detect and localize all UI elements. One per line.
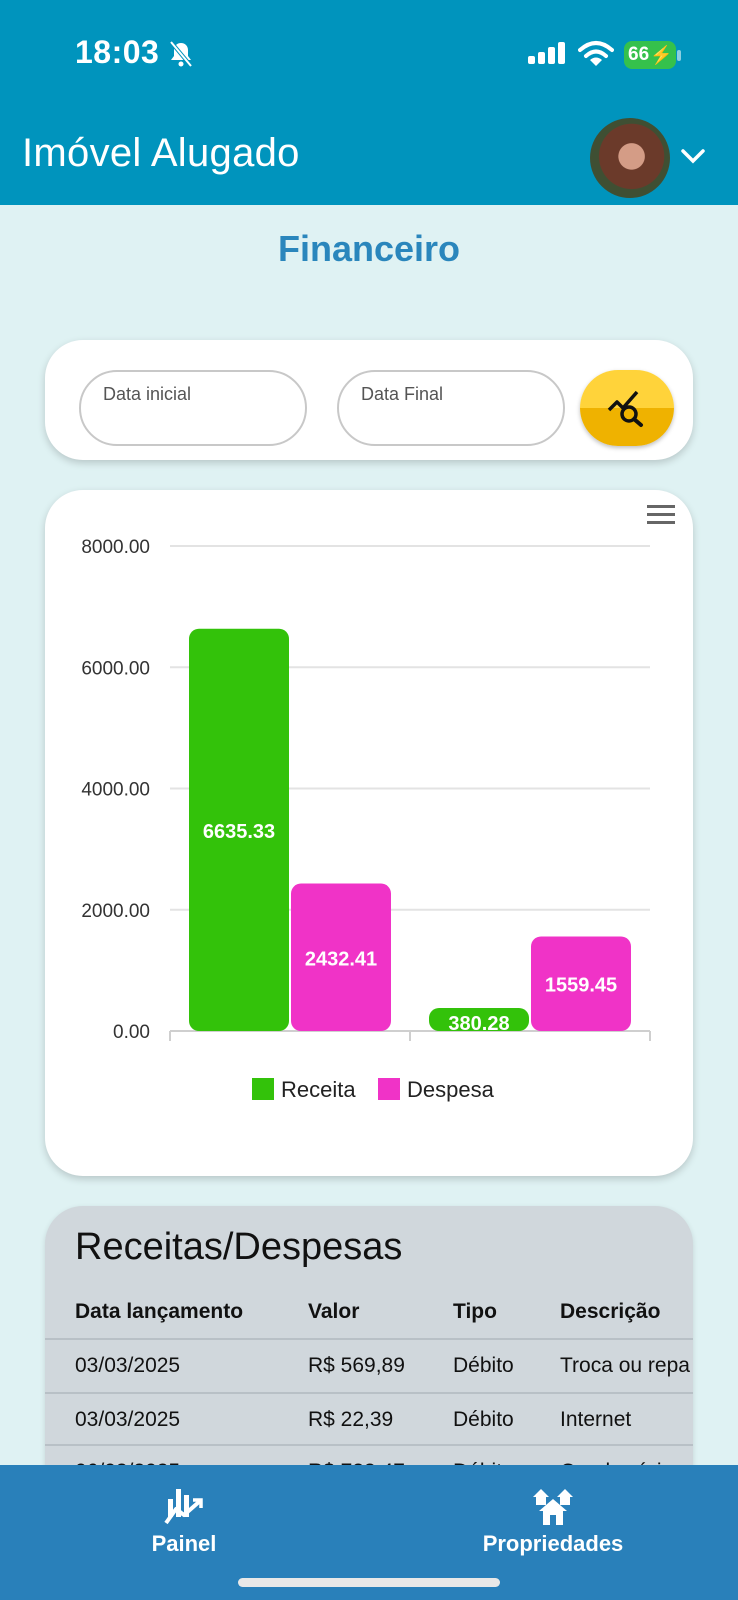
- status-time: 18:03: [75, 34, 160, 70]
- bar-chart: 0.00 2000.00 4000.00 6000.00 8000.00 6635.33 2…: [81, 537, 651, 1102]
- chart-card: 0.00 2000.00 4000.00 6000.00 8000.00 6635.33 2…: [45, 490, 693, 1176]
- end-date-label: Data Final: [361, 384, 444, 404]
- signal-icon: [528, 42, 565, 64]
- row-divider: [45, 1338, 693, 1340]
- bar-despesa: [531, 936, 631, 1031]
- table-cell: Internet: [560, 1408, 632, 1431]
- column-header[interactable]: Data lançamento: [75, 1300, 244, 1323]
- table-cell: Débito: [453, 1354, 514, 1377]
- bar-receita: [429, 1007, 529, 1031]
- avatar[interactable]: [590, 118, 670, 198]
- table-cell: R$ 569,89: [308, 1354, 405, 1377]
- table-cell: Troca ou repa: [560, 1354, 690, 1377]
- start-date-label: Data inicial: [103, 384, 192, 404]
- bar-receita: [189, 628, 289, 1031]
- legend-swatch-despesa: [378, 1078, 400, 1100]
- bottom-navigation: Painel Propriedades: [0, 1465, 738, 1600]
- y-tick-label: 8000.00: [81, 537, 150, 558]
- houses-icon: [533, 1489, 573, 1525]
- data-label: 380.28: [448, 1013, 509, 1035]
- wifi-icon: [578, 41, 614, 66]
- table-title: Receitas/Despesas: [75, 1226, 403, 1268]
- search-button[interactable]: [580, 370, 674, 446]
- hamburger-menu-icon[interactable]: [645, 502, 677, 528]
- bar-despesa: [291, 883, 391, 1031]
- nav-item-painel[interactable]: Painel: [84, 1465, 284, 1575]
- legend-swatch-receita: [252, 1078, 274, 1100]
- data-label: 6635.33: [203, 821, 275, 843]
- table-cell: Débito: [453, 1408, 514, 1431]
- battery-cap: [677, 50, 681, 61]
- nav-label: Painel: [151, 1531, 217, 1556]
- table-row[interactable]: 03/03/2025 R$ 22,39 Débito Internet: [45, 1394, 693, 1446]
- bell-off-icon: [169, 40, 193, 68]
- app-header: 18:03 66 ⚡ Imóvel Alugado: [0, 0, 738, 205]
- app-title: Imóvel Alugado: [22, 131, 300, 175]
- y-tick-label: 6000.00: [81, 658, 150, 679]
- row-divider: [45, 1392, 693, 1394]
- row-divider: [45, 1444, 693, 1446]
- battery-level: 66: [628, 44, 650, 65]
- table-header: Data lançamento Valor Tipo Descrição: [45, 1286, 693, 1338]
- table-cell: R$ 22,39: [308, 1408, 394, 1431]
- column-header[interactable]: Valor: [308, 1300, 360, 1323]
- chart-icon: [164, 1489, 203, 1525]
- end-date-field[interactable]: Data Final: [337, 370, 565, 446]
- y-tick-label: 0.00: [113, 1022, 150, 1043]
- home-indicator: [238, 1578, 500, 1587]
- table-cell: 03/03/2025: [75, 1354, 181, 1377]
- date-filter-card: Data inicial Data Final: [45, 340, 693, 460]
- page-title: Financeiro: [277, 228, 461, 269]
- chevron-down-icon[interactable]: [680, 146, 706, 166]
- start-date-field[interactable]: Data inicial: [79, 370, 307, 446]
- table-row[interactable]: 03/03/2025 R$ 569,89 Débito Troca ou rep…: [45, 1340, 693, 1392]
- data-label: 2432.41: [305, 948, 377, 970]
- legend-label: Receita: [281, 1077, 356, 1102]
- legend-label: Despesa: [407, 1077, 495, 1102]
- nav-label: Propriedades: [482, 1531, 624, 1556]
- column-header[interactable]: Descrição: [560, 1300, 661, 1323]
- table-cell: 03/03/2025: [75, 1408, 181, 1431]
- nav-item-propriedades[interactable]: Propriedades: [453, 1465, 653, 1575]
- data-label: 1559.45: [545, 975, 617, 997]
- battery-icon: 66 ⚡: [624, 41, 676, 69]
- y-tick-label: 2000.00: [81, 901, 150, 922]
- column-header[interactable]: Tipo: [453, 1300, 497, 1323]
- chart-search-icon: [607, 390, 643, 427]
- y-tick-label: 4000.00: [81, 780, 150, 801]
